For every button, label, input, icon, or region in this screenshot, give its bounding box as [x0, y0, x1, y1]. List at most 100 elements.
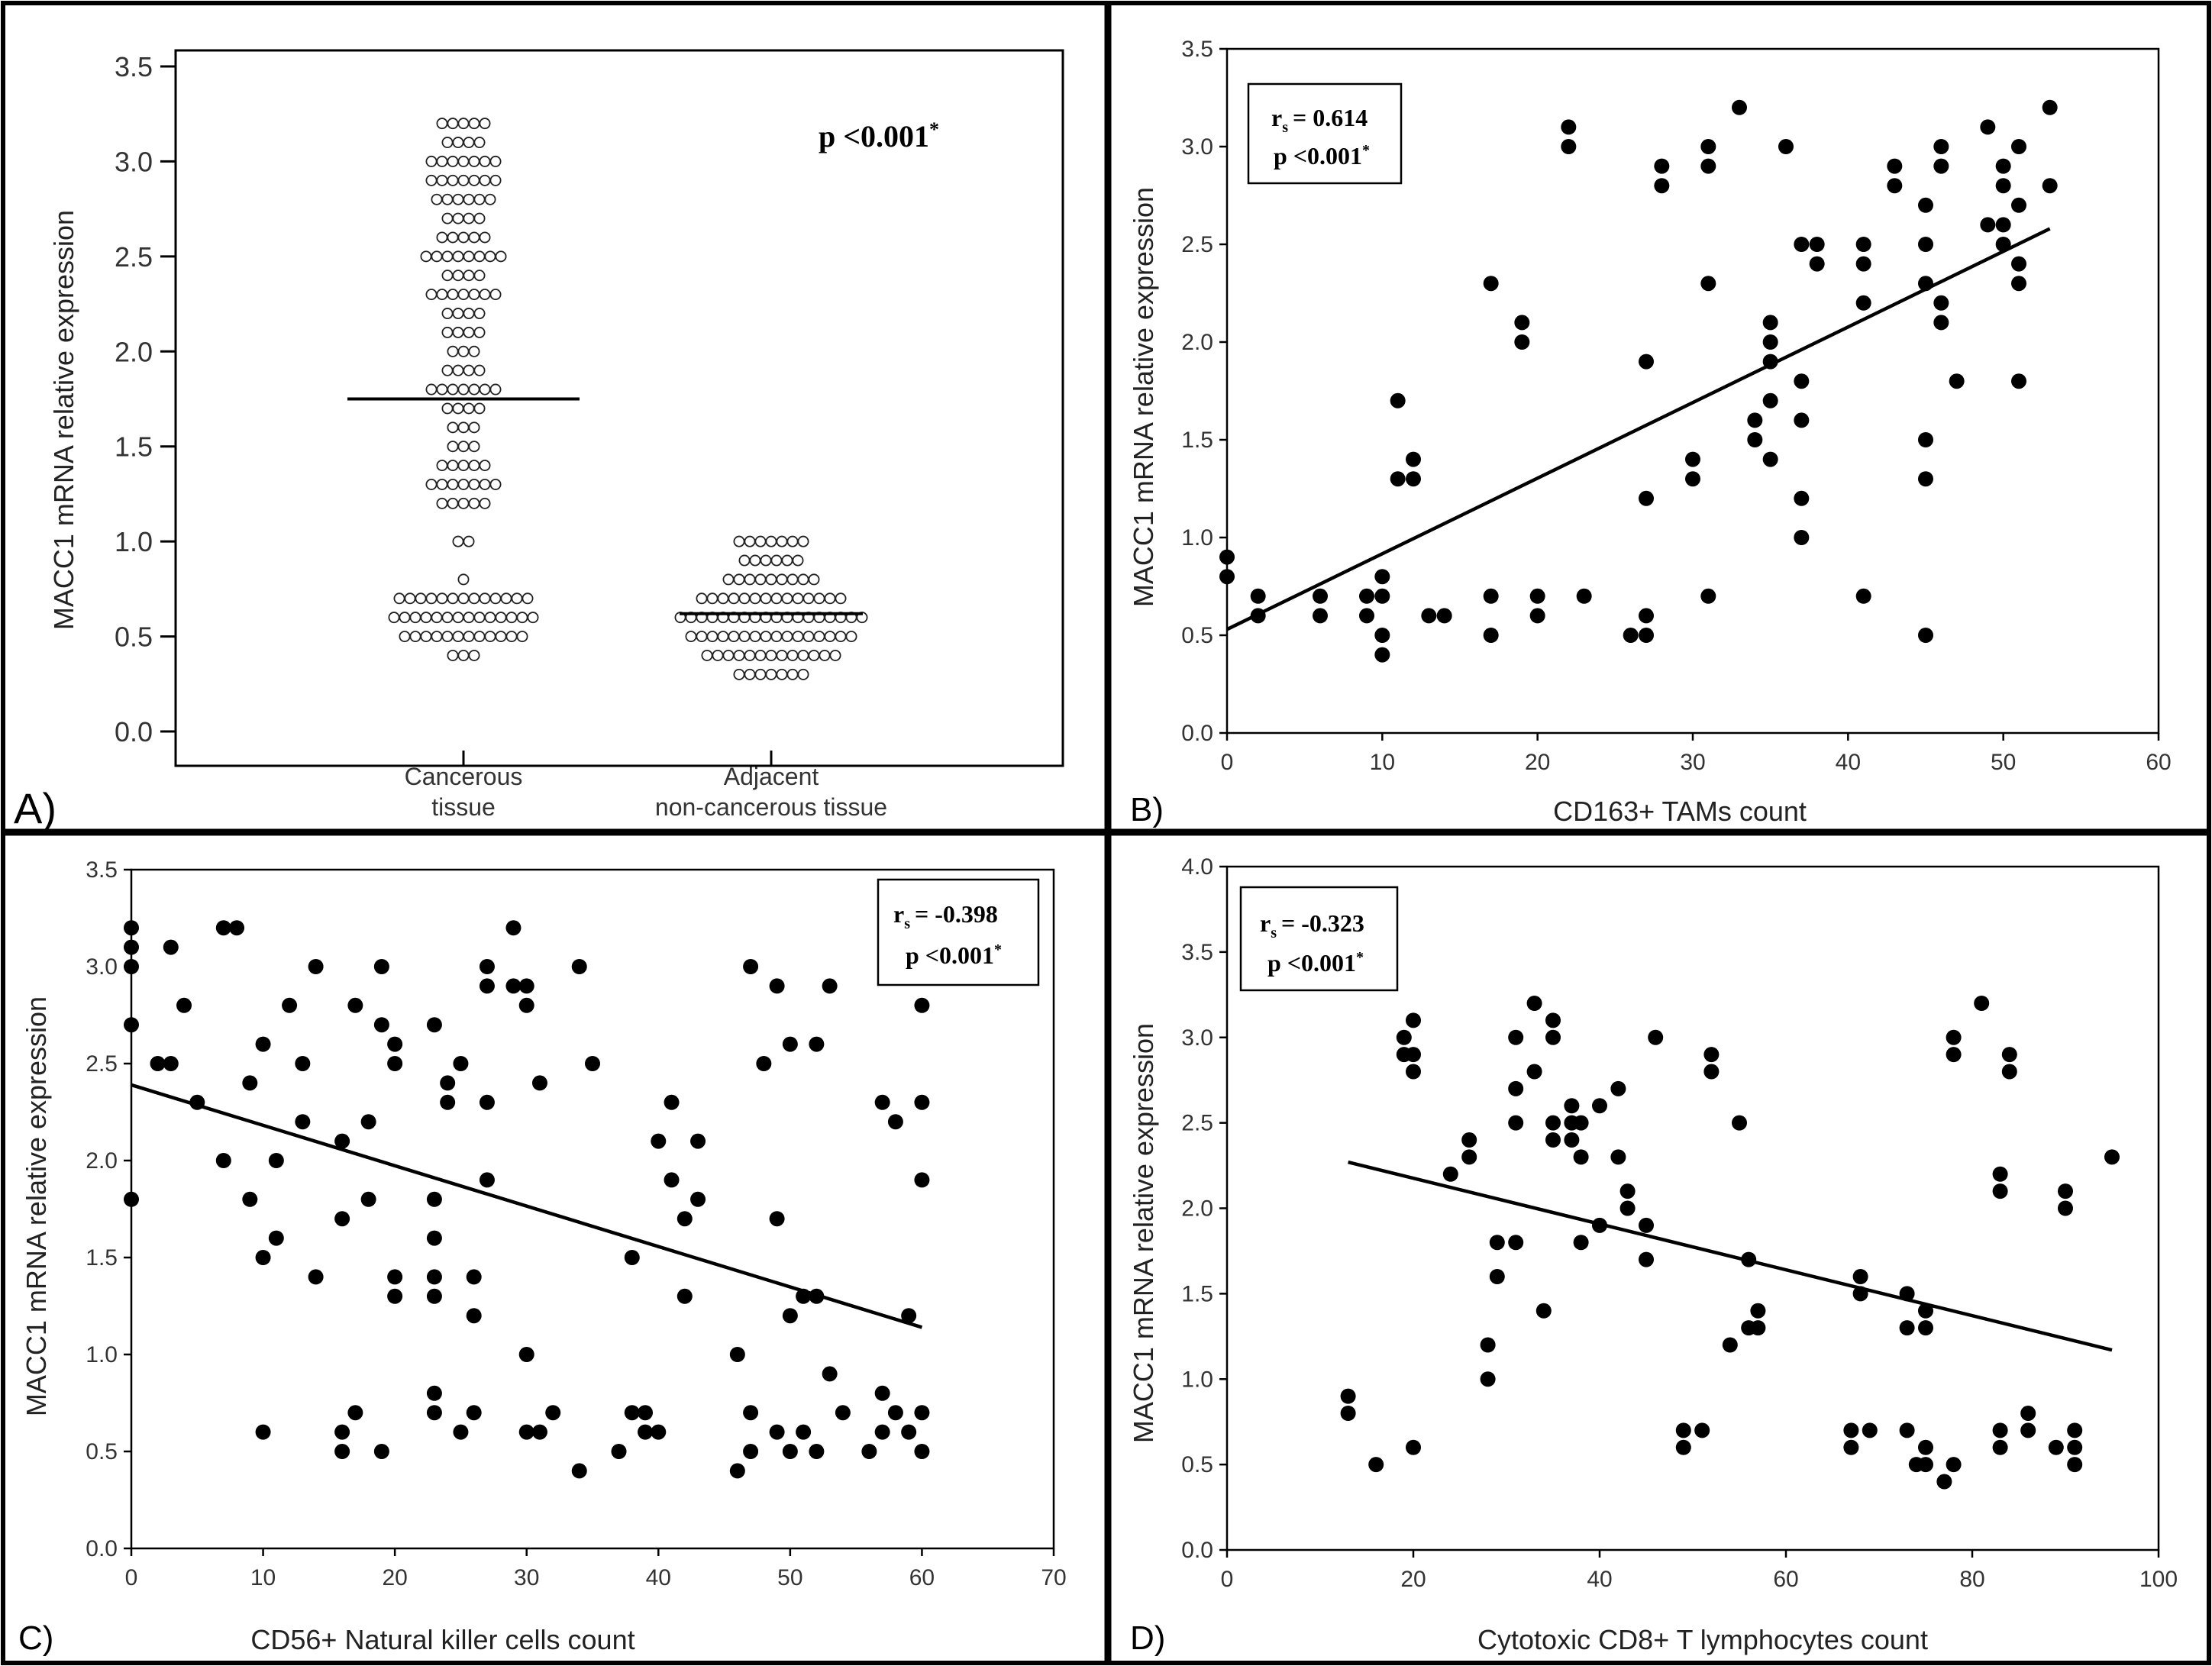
panel-b-point — [1887, 178, 1903, 194]
panel-a-dot — [420, 250, 432, 263]
panel-c-point — [387, 1056, 403, 1071]
panel-d-point — [1992, 1166, 2008, 1182]
panel-d-point — [2048, 1439, 2064, 1455]
panel-d-point — [1592, 1098, 1607, 1114]
panel-c-y-tick-label: 0.5 — [86, 1439, 118, 1464]
panel-a-dot — [404, 592, 416, 605]
panel-b-label: B) — [1130, 791, 1164, 828]
panel-b-point — [1685, 451, 1700, 467]
panel-b-y-tick-label: 2.0 — [1181, 330, 1213, 355]
panel-d-y-tick-label: 3.0 — [1181, 1025, 1213, 1051]
panel-d-point — [1694, 1422, 1710, 1438]
panel-c-point — [229, 920, 245, 936]
panel-c-point — [242, 1075, 258, 1091]
panel-a-dot — [722, 573, 735, 586]
panel-b-point — [1995, 217, 2011, 233]
panel-a-dot — [452, 270, 464, 282]
panel-d-point — [1573, 1149, 1589, 1165]
panel-a-dot — [776, 535, 788, 547]
panel-a-dot — [431, 631, 443, 643]
panel-b-point — [1855, 256, 1871, 272]
panel-b-point — [1390, 471, 1406, 487]
panel-b-point — [1995, 158, 2011, 174]
panel-a-dot — [733, 535, 745, 547]
panel-a-dot — [441, 212, 454, 224]
panel-a-y-tick-label: 0.5 — [115, 622, 153, 653]
panel-c-point — [334, 1211, 350, 1227]
panel-a-dot — [473, 308, 486, 320]
panel-d-axes: 0.0 0.5 1.0 1.5 2.0 2.5 3.0 3.5 4.0 0 20 40 60 80 100 — [1181, 854, 2178, 1592]
panel-b-point — [1855, 588, 1871, 604]
panel-a-dot — [436, 155, 448, 167]
panel-a-dot — [452, 193, 464, 205]
panel-d-point — [1732, 1115, 1747, 1131]
panel-d-point — [1564, 1132, 1580, 1148]
panel-a-dot — [527, 612, 539, 624]
panel-b-point — [1374, 628, 1390, 643]
panel-a-dot — [431, 193, 443, 205]
panel-a-dot — [452, 612, 464, 624]
panel-c-point — [822, 978, 838, 994]
panel-a-y-tick-label: 1.0 — [115, 526, 153, 557]
panel-a-dot — [452, 631, 464, 643]
panel-a-dot — [754, 573, 767, 586]
panel-b-x-tick-label: 40 — [1836, 750, 1861, 775]
panel-d-ylabel: MACC1 mRNA relative expression — [1128, 1023, 1159, 1443]
panel-c-point — [426, 1288, 442, 1304]
panel-c-point — [373, 959, 389, 974]
panel-d-point — [1722, 1337, 1738, 1353]
panel-c-point — [387, 1288, 403, 1304]
panel-c-point — [479, 1172, 495, 1188]
panel-d-point — [1918, 1457, 1933, 1473]
panel-c-point — [624, 1405, 640, 1421]
panel-a-dot — [781, 592, 793, 605]
panel-d-point — [1852, 1269, 1868, 1284]
panel-a-dot — [819, 649, 831, 661]
panel-a-dot — [733, 668, 745, 680]
panel-b-point — [1747, 412, 1763, 428]
panel-d-point — [1508, 1115, 1524, 1131]
panel-b-point — [1374, 647, 1390, 663]
panel-a-dot — [436, 383, 448, 396]
panel-c-point — [571, 959, 587, 974]
panel-d-point — [1480, 1371, 1496, 1387]
panel-a-dot — [436, 289, 448, 301]
panel-a-dot — [792, 592, 804, 605]
panel-a-dot — [452, 250, 464, 263]
panel-d-regression-line — [1348, 1160, 2113, 1352]
panel-b-point — [1933, 139, 1949, 154]
panel-a-dot — [473, 631, 486, 643]
panel-c-point — [611, 1444, 627, 1459]
panel-b-point — [1855, 237, 1871, 252]
panel-a-dot — [845, 631, 857, 643]
panel-d-point — [1489, 1235, 1505, 1251]
panel-a-dot — [489, 478, 502, 490]
panel-b-regression-line — [1226, 227, 2051, 631]
panel-a-dot — [473, 402, 486, 415]
panel-a-dot — [441, 137, 454, 149]
panel-b-point — [1809, 256, 1825, 272]
panel-a-dot — [399, 612, 411, 624]
panel-c-point — [255, 1424, 271, 1440]
panel-c-point — [874, 1424, 890, 1440]
panel-a-dot — [728, 592, 740, 605]
panel-c-point — [124, 959, 139, 974]
panel-c-point — [255, 1036, 271, 1052]
panel-a-dot — [436, 497, 448, 509]
panel-c-point — [743, 959, 759, 974]
panel-a-dot — [792, 554, 804, 567]
panel-c-point — [387, 1269, 403, 1285]
panel-c-point — [466, 1405, 482, 1421]
panel-d-stat-r: rs = -0.323 — [1260, 909, 1364, 941]
panel-c-point — [163, 939, 179, 955]
panel-d-point — [1639, 1217, 1654, 1233]
panel-a-dot — [447, 231, 459, 244]
panel-a-dot — [393, 592, 405, 605]
panel-c-point — [901, 1424, 917, 1440]
panel-a-dot — [468, 592, 480, 605]
panel-a-dot — [441, 326, 454, 338]
panel-d-point — [1489, 1269, 1505, 1284]
panel-b-point — [1809, 237, 1825, 252]
panel-a-dot — [749, 592, 761, 605]
panel-a-y-axis: 0.0 0.5 1.0 1.5 2.0 2.5 3.0 3.5 — [115, 51, 176, 747]
